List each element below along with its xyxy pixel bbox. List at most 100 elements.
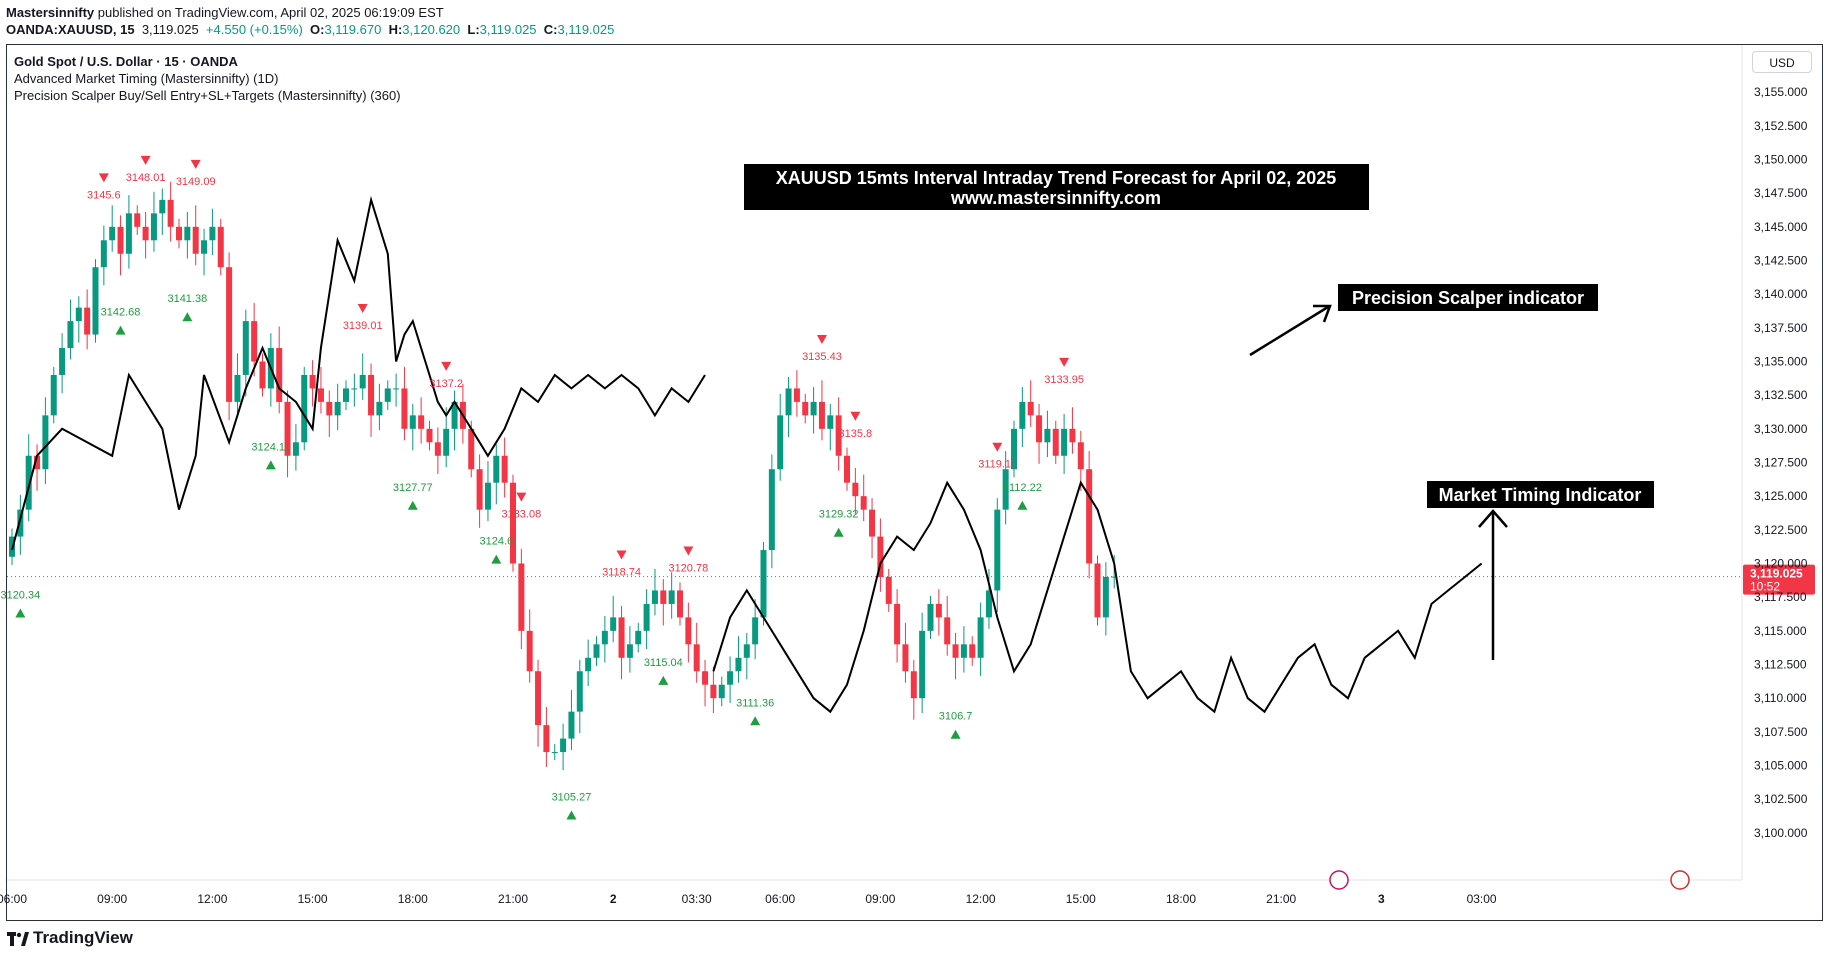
sell-signal-label: 3148.01 xyxy=(126,172,166,184)
scalper-label: Precision Scalper indicator xyxy=(1352,288,1584,308)
symbol-label: OANDA:XAUUSD, 15 xyxy=(6,22,135,37)
sell-signal-marker xyxy=(190,159,201,169)
candle-body xyxy=(493,455,500,483)
lightning-event-icon xyxy=(1329,870,1349,890)
candle-body xyxy=(526,630,533,672)
candle-body xyxy=(852,482,859,497)
candle-body xyxy=(601,630,608,645)
candle-body xyxy=(217,226,224,268)
y-tick-label: 3,130.000 xyxy=(1754,422,1808,436)
y-tick-label: 3,140.000 xyxy=(1754,287,1808,301)
candle-body xyxy=(401,388,408,429)
y-tick-label: 3,135.000 xyxy=(1754,354,1808,368)
candle-body xyxy=(67,321,74,349)
sell-signal-marker xyxy=(992,442,1003,452)
tradingview-logo-icon xyxy=(7,931,29,946)
us-flag-event-icon xyxy=(1670,870,1690,890)
y-tick-label: 3,125.000 xyxy=(1754,489,1808,503)
x-tick-label: 3 xyxy=(1378,892,1385,906)
candle-body xyxy=(977,617,984,658)
y-tick-label: 3,110.000 xyxy=(1754,691,1807,705)
candle-body xyxy=(677,590,683,618)
buy-signal-label: 3112.22 xyxy=(1003,482,1042,494)
candle-body xyxy=(1027,401,1034,416)
sell-signal-label: 3133.95 xyxy=(1044,374,1084,386)
signals-group: 3145.6 3148.01 3149.09 3139.01 3137.2 3133.08… xyxy=(0,155,1084,820)
market-timing-line-day2 xyxy=(712,480,1483,714)
sell-signal-marker xyxy=(357,304,368,314)
candle-body xyxy=(660,590,667,604)
candle-body xyxy=(735,657,742,672)
candles-group xyxy=(9,181,1118,771)
candle-body xyxy=(75,307,82,322)
y-tick-label: 3,145.000 xyxy=(1754,220,1808,234)
open-label: O: xyxy=(310,22,325,37)
candle-body xyxy=(242,321,249,375)
candle-body xyxy=(844,455,850,483)
candle-body xyxy=(551,752,558,754)
y-tick-label: 3,100.000 xyxy=(1754,826,1808,840)
candle-body xyxy=(59,348,66,375)
buy-signal-label: 3142.68 xyxy=(101,307,141,319)
candle-body xyxy=(434,442,441,456)
buy-signal-marker xyxy=(1017,500,1028,510)
candle-body xyxy=(593,644,600,658)
sell-signal-label: 3145.6 xyxy=(87,189,121,201)
candle-body xyxy=(368,374,375,416)
candle-body xyxy=(142,226,149,241)
y-tick-label: 3,105.000 xyxy=(1754,759,1808,773)
legend-indicator-1[interactable]: Advanced Market Timing (Mastersinnifty) … xyxy=(14,71,279,86)
candle-body xyxy=(334,401,341,416)
sell-signal-marker xyxy=(1059,357,1070,367)
candle-body xyxy=(685,617,692,645)
y-tick-label: 3,127.500 xyxy=(1754,456,1808,470)
candle-body xyxy=(626,644,633,658)
low-value: 3,119.025 xyxy=(479,22,537,37)
x-tick-label: 12:00 xyxy=(966,892,996,906)
buy-signal-marker xyxy=(15,608,26,618)
buy-signal-marker xyxy=(491,554,502,564)
high-label: H: xyxy=(388,22,403,37)
last-price: 3,119.025 xyxy=(141,22,199,37)
candle-body xyxy=(384,388,391,402)
candle-body xyxy=(468,428,475,470)
x-tick-label: 12:00 xyxy=(197,892,227,906)
candle-body xyxy=(351,388,358,390)
legend-indicator-2[interactable]: Precision Scalper Buy/Sell Entry+SL+Targ… xyxy=(14,88,401,103)
candle-body xyxy=(301,374,308,443)
currency-selector[interactable]: USD xyxy=(1752,51,1812,73)
buy-signal-marker xyxy=(750,716,761,726)
y-tick-label: 3,152.500 xyxy=(1754,119,1808,133)
candle-body xyxy=(184,226,191,241)
buy-signal-label: 3120.34 xyxy=(0,590,40,602)
tradingview-logo: TradingView xyxy=(7,928,133,948)
x-tick-label: 06:00 xyxy=(0,892,27,906)
buy-signal-marker xyxy=(265,460,276,470)
candle-body xyxy=(543,725,550,753)
candle-body xyxy=(1102,576,1109,618)
candle-body xyxy=(710,684,717,699)
scalper-arrow-head xyxy=(1313,304,1332,323)
candle-body xyxy=(326,401,333,416)
tradingview-brand: TradingView xyxy=(33,928,133,947)
candle-body xyxy=(1061,428,1068,456)
candle-body xyxy=(359,374,366,389)
chart-legend: Gold Spot / U.S. Dollar · 15 · OANDA Adv… xyxy=(14,53,401,104)
x-tick-label: 09:00 xyxy=(865,892,895,906)
candle-body xyxy=(1086,469,1093,564)
candle-body xyxy=(17,509,24,537)
candle-body xyxy=(284,401,291,456)
x-tick-label: 15:00 xyxy=(298,892,328,906)
candle-body xyxy=(802,401,809,416)
candle-body xyxy=(877,536,884,577)
candle-body xyxy=(125,213,132,254)
x-tick-label: 21:00 xyxy=(498,892,528,906)
timing-label: Market Timing Indicator xyxy=(1439,485,1642,505)
candle-body xyxy=(944,617,951,645)
current-price-timer: 10:52 xyxy=(1750,580,1780,594)
y-tick-label: 3,155.000 xyxy=(1754,85,1808,99)
publisher-name: Mastersinnifty xyxy=(6,5,95,20)
legend-symbol-title[interactable]: Gold Spot / U.S. Dollar · 15 · OANDA xyxy=(14,54,238,69)
candle-body xyxy=(718,684,725,699)
